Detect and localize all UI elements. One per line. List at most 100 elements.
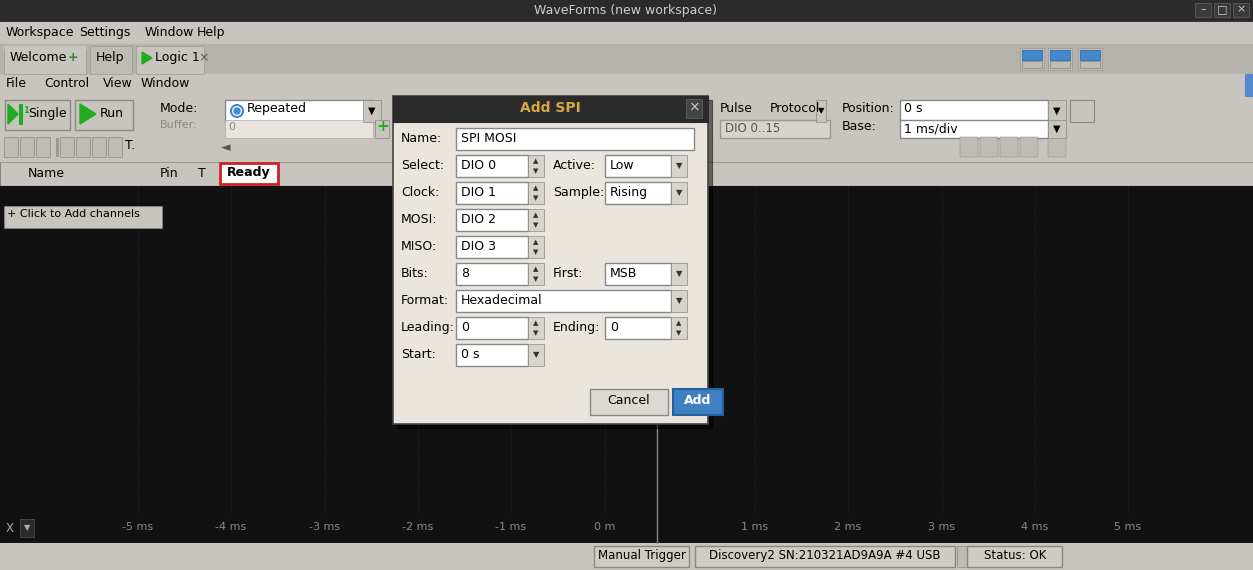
- Text: File: File: [6, 77, 28, 90]
- Bar: [590, 389, 668, 415]
- Text: T.: T.: [125, 139, 135, 152]
- Bar: [957, 546, 979, 567]
- Bar: [900, 120, 1048, 138]
- Text: Ending:: Ending:: [553, 321, 600, 334]
- Text: Workspace: Workspace: [6, 26, 74, 39]
- Text: ▲: ▲: [534, 239, 539, 246]
- Text: ▼: ▼: [533, 351, 539, 360]
- Bar: [8, 102, 30, 128]
- Text: -5 ms: -5 ms: [123, 522, 154, 532]
- Bar: [0, 162, 1253, 186]
- Bar: [0, 74, 1253, 96]
- Bar: [4, 206, 162, 228]
- Text: MISO:: MISO:: [401, 240, 437, 253]
- Bar: [20, 137, 34, 157]
- Text: ▼: ▼: [534, 222, 539, 228]
- Text: DIO 1: DIO 1: [461, 186, 496, 199]
- Text: Manual Trigger: Manual Trigger: [598, 549, 685, 562]
- Text: Start:: Start:: [401, 348, 436, 361]
- Bar: [5, 100, 70, 130]
- Text: 0 s: 0 s: [461, 348, 480, 361]
- Text: 0 s: 0 s: [903, 102, 922, 115]
- Text: Clock:: Clock:: [401, 186, 440, 199]
- Bar: [36, 137, 50, 157]
- Text: T: T: [198, 167, 205, 180]
- Bar: [20, 519, 34, 537]
- Text: Add SPI: Add SPI: [520, 101, 581, 115]
- Text: ▼: ▼: [1054, 124, 1061, 134]
- Text: S: S: [393, 102, 401, 115]
- Bar: [108, 137, 122, 157]
- Text: 3 ms: 3 ms: [928, 522, 956, 532]
- Bar: [0, 96, 1253, 134]
- Bar: [226, 100, 373, 122]
- Bar: [605, 263, 672, 285]
- Text: ▼: ▼: [1054, 106, 1061, 116]
- Text: Hexadecimal: Hexadecimal: [461, 294, 543, 307]
- Bar: [980, 137, 997, 157]
- Text: Window: Window: [142, 77, 190, 90]
- Bar: [1214, 3, 1230, 17]
- Text: Pulse: Pulse: [720, 102, 753, 115]
- Bar: [456, 182, 528, 204]
- Text: ▼: ▼: [534, 330, 539, 336]
- Text: Repeated: Repeated: [247, 102, 307, 115]
- Bar: [673, 389, 723, 415]
- Text: Window: Window: [145, 26, 194, 39]
- Text: □: □: [1217, 4, 1227, 14]
- Text: 0: 0: [228, 122, 236, 132]
- Bar: [456, 209, 528, 231]
- Bar: [605, 155, 672, 177]
- Bar: [221, 163, 278, 184]
- Bar: [528, 182, 544, 204]
- Text: First:: First:: [553, 267, 584, 280]
- Bar: [456, 263, 528, 285]
- Bar: [0, 515, 1253, 543]
- Bar: [0, 0, 1253, 22]
- Text: Name: Name: [28, 167, 65, 180]
- Bar: [19, 104, 23, 124]
- Bar: [1233, 3, 1249, 17]
- Bar: [0, 543, 1253, 570]
- Bar: [375, 120, 388, 138]
- Bar: [1020, 48, 1044, 70]
- Circle shape: [231, 105, 243, 117]
- Bar: [1020, 137, 1037, 157]
- Text: Position:: Position:: [842, 102, 895, 115]
- Bar: [695, 546, 955, 567]
- Text: Help: Help: [96, 51, 124, 64]
- Bar: [816, 100, 826, 122]
- Text: Cancel: Cancel: [608, 394, 650, 407]
- Text: 8: 8: [461, 267, 469, 280]
- Bar: [605, 317, 672, 339]
- Text: 5 ms: 5 ms: [1114, 522, 1141, 532]
- Bar: [900, 100, 1048, 122]
- Text: ×: ×: [198, 51, 208, 64]
- Text: Leading:: Leading:: [401, 321, 455, 334]
- Bar: [397, 100, 712, 428]
- Text: Ready: Ready: [227, 166, 271, 179]
- Text: ▲: ▲: [677, 320, 682, 327]
- Bar: [1195, 3, 1210, 17]
- Text: Mode:: Mode:: [160, 102, 198, 115]
- Bar: [528, 155, 544, 177]
- Bar: [528, 236, 544, 258]
- Text: + Click to Add channels: + Click to Add channels: [8, 209, 140, 219]
- Text: ▼: ▼: [675, 161, 682, 170]
- Bar: [672, 263, 687, 285]
- Text: ▼: ▼: [24, 523, 30, 532]
- Text: ▼: ▼: [818, 107, 824, 116]
- Text: Settings: Settings: [79, 26, 130, 39]
- Bar: [456, 236, 528, 258]
- Text: 1: 1: [23, 106, 29, 115]
- Text: Status: OK: Status: OK: [984, 549, 1046, 562]
- Polygon shape: [142, 52, 152, 64]
- Text: ▼: ▼: [534, 195, 539, 201]
- Text: X: X: [6, 522, 14, 535]
- Bar: [456, 344, 528, 366]
- Bar: [0, 186, 1253, 543]
- Bar: [672, 182, 687, 204]
- Bar: [672, 290, 687, 312]
- Bar: [393, 96, 708, 122]
- Text: ×: ×: [688, 100, 700, 114]
